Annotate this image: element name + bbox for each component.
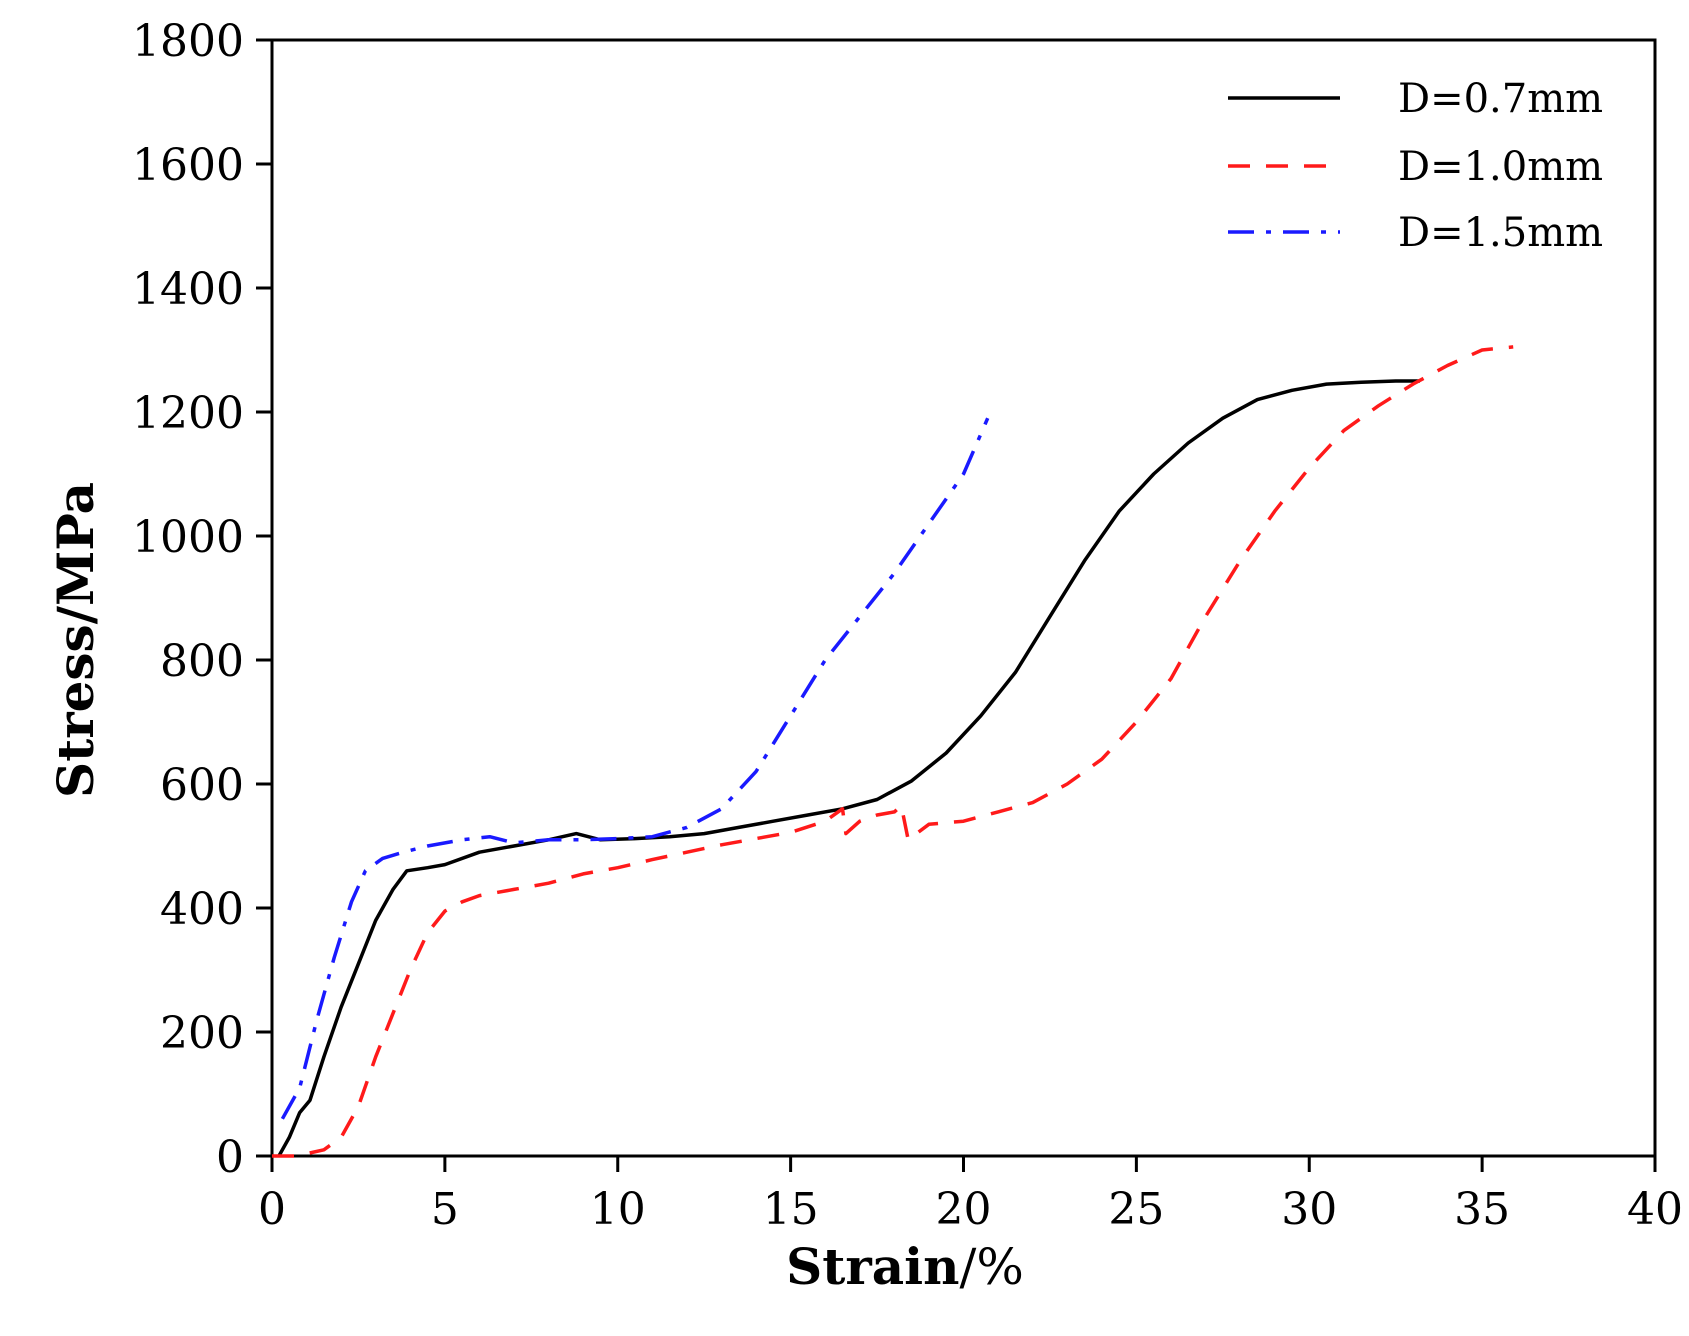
x-axis-title-rest: /% xyxy=(959,1238,1023,1296)
series-line-1 xyxy=(277,379,1420,1157)
data-series xyxy=(272,345,1514,1158)
x-tick-label: 30 xyxy=(1281,1184,1337,1235)
y-tick-label: 400 xyxy=(160,884,244,935)
x-axis-title-bold: Strain xyxy=(786,1237,959,1296)
y-tick-label: 1400 xyxy=(132,264,244,315)
x-axis-title: Strain/% xyxy=(786,1237,1024,1296)
series-line-2 xyxy=(272,345,1514,1158)
y-tick-label: 1000 xyxy=(132,512,244,563)
legend-label-2: D=1.0mm xyxy=(1398,144,1603,190)
x-tick-label: 35 xyxy=(1454,1184,1510,1235)
x-tick-label: 20 xyxy=(936,1184,992,1235)
y-tick-label: 600 xyxy=(160,760,244,811)
x-tick-label: 40 xyxy=(1627,1184,1683,1235)
x-tick-label: 25 xyxy=(1108,1184,1164,1235)
y-tick-label: 1600 xyxy=(132,140,244,191)
series-line-3 xyxy=(280,417,990,1120)
x-tick-label: 5 xyxy=(431,1184,459,1235)
axis-ticks: 0 5 10 15 20 25 30 35 40020040060080010001200140… xyxy=(132,16,1683,1235)
y-axis-title: Stress/MPa xyxy=(46,482,105,798)
legend-label-3: D=1.5mm xyxy=(1398,210,1603,256)
y-tick-label: 0 xyxy=(216,1132,244,1183)
y-tick-label: 800 xyxy=(160,636,244,687)
x-tick-label: 10 xyxy=(590,1184,646,1235)
legend: D=0.7mm D=1.0mm D=1.5mm xyxy=(1228,76,1603,256)
x-tick-label: 15 xyxy=(763,1184,819,1235)
x-tick-label: 0 xyxy=(258,1184,286,1235)
legend-label-1: D=0.7mm xyxy=(1398,76,1603,122)
y-tick-label: 1200 xyxy=(132,388,244,439)
y-tick-label: 200 xyxy=(160,1008,244,1059)
y-tick-label: 1800 xyxy=(132,16,244,67)
